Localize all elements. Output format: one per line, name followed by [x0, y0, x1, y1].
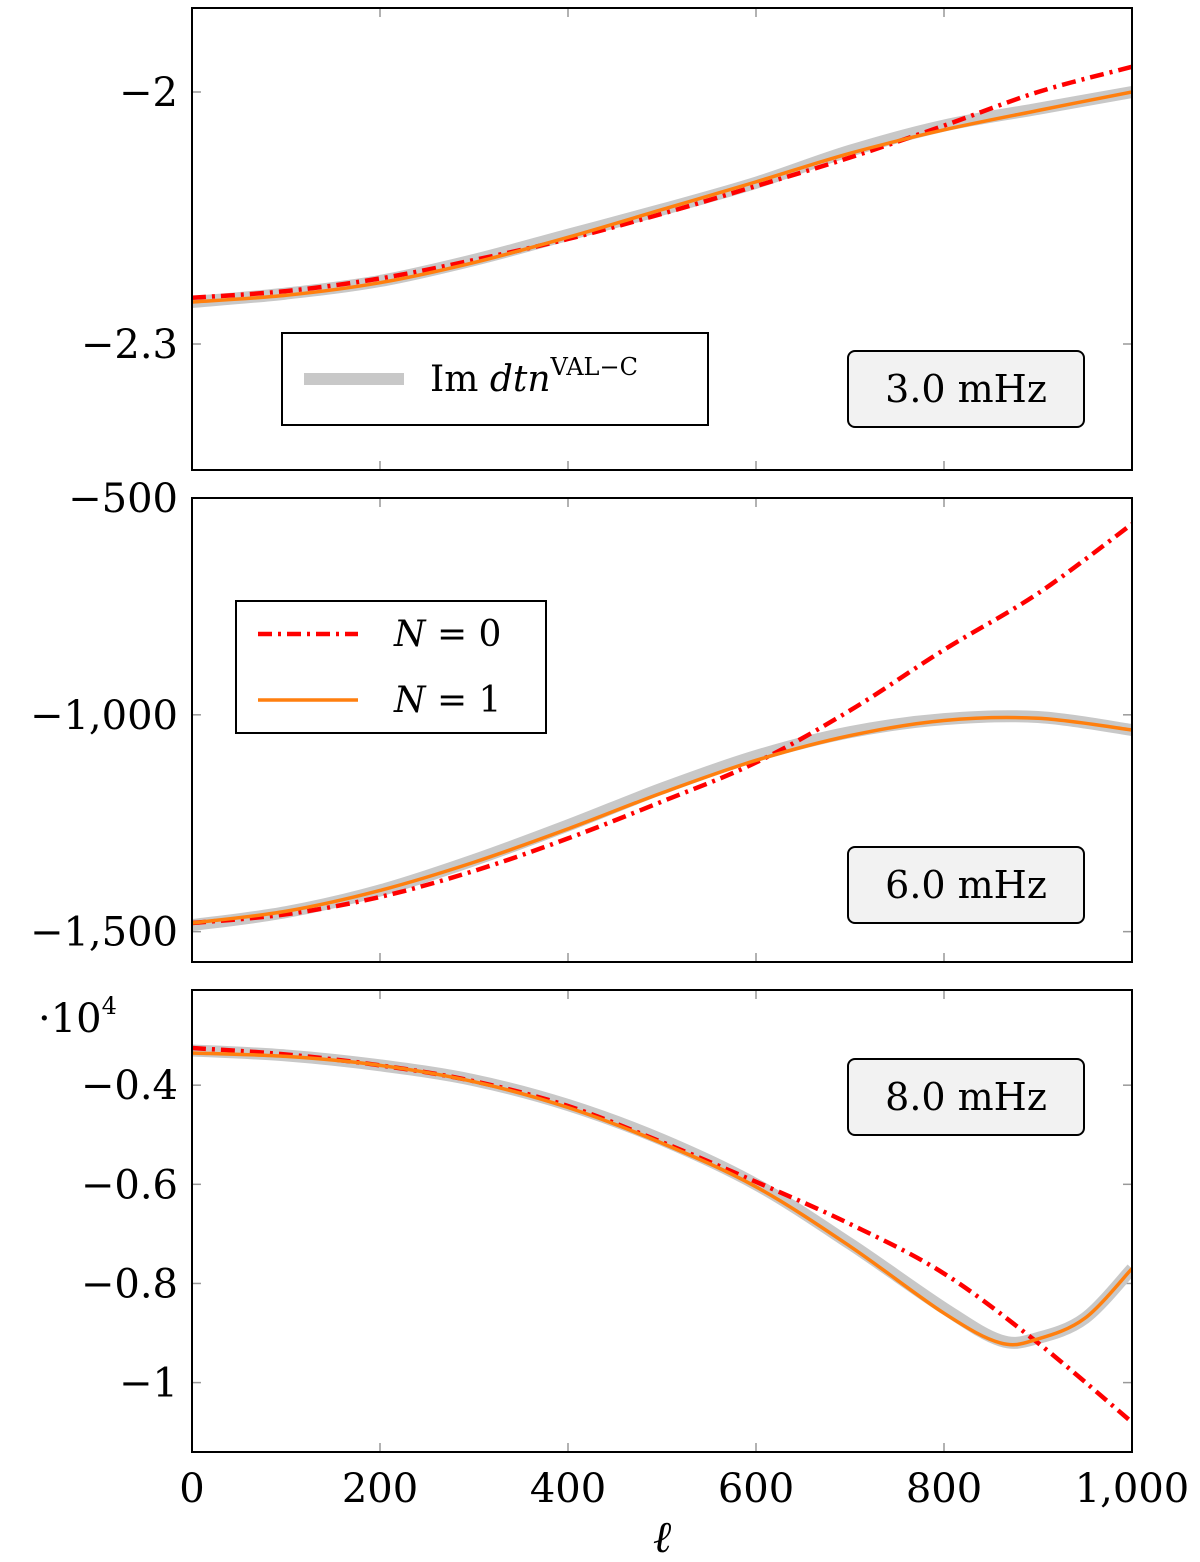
frequency-label: 6.0 mHz — [847, 846, 1085, 924]
series-line-n-1 — [192, 90, 1132, 304]
frequency-box — [847, 1058, 1085, 1136]
frequency-box — [847, 846, 1085, 924]
frequency-label: 8.0 mHz — [847, 1058, 1085, 1136]
y-tick-label: −1,000 — [30, 693, 178, 739]
panel-3: −1 −0.8 −0.6 −0.4 ·104 0 200 400 600 800 1,000 ℓ 8.0… — [38, 989, 1190, 1562]
legend-label: Im dtnVAL−C — [430, 353, 638, 400]
frequency-text: 6.0 mHz — [885, 863, 1047, 907]
frequency-text: 3.0 mHz — [885, 367, 1047, 411]
x-tick-label: 200 — [342, 1466, 418, 1512]
y-tick-label: −1,500 — [30, 910, 178, 956]
y-tick-label: −0.6 — [81, 1162, 178, 1208]
x-tick-label: 400 — [530, 1466, 606, 1512]
series-line-n-0 — [192, 522, 1132, 926]
series-line-n-1 — [192, 715, 1132, 925]
panel-1: −2.3 −2 Im dtnVAL−C 3.0 mHz — [81, 7, 1133, 471]
x-tick-label: 1,000 — [1075, 1466, 1190, 1512]
frequency-text: 8.0 mHz — [885, 1075, 1047, 1119]
legend: Im dtnVAL−C — [281, 332, 709, 426]
y-tick-label: −0.8 — [81, 1261, 178, 1307]
frequency-label: 3.0 mHz — [847, 350, 1085, 428]
x-tick-label: 800 — [906, 1466, 982, 1512]
series-line-n-1 — [192, 1051, 1132, 1347]
y-tick-label: −500 — [68, 476, 178, 522]
x-axis-title: ℓ — [653, 1512, 672, 1562]
legend-label: N = 0 — [393, 614, 501, 655]
plot-frame — [191, 989, 1133, 1453]
series-group — [192, 64, 1132, 308]
series-group — [192, 1044, 1132, 1424]
legend-label: N = 1 — [393, 680, 501, 721]
x-tick-label: 600 — [718, 1466, 794, 1512]
legend-box — [235, 600, 547, 734]
series-line-im-dtn-val-c — [192, 86, 1132, 308]
series-line-n-0 — [192, 64, 1132, 301]
x-tick-label: 0 — [179, 1466, 204, 1512]
plot-frame — [191, 7, 1133, 471]
y-tick-label: −2 — [119, 70, 178, 116]
series-group — [192, 522, 1132, 932]
frequency-box — [847, 350, 1085, 428]
panel-2: −1,500 −1,000 −500 N = 0 N = 1 6.0 mHz — [30, 476, 1133, 963]
y-tick-label: −0.4 — [81, 1063, 178, 1109]
legend: N = 0 N = 1 — [235, 600, 547, 734]
plot-frame — [191, 497, 1133, 963]
y-tick-label: −1 — [119, 1361, 178, 1407]
y-multiplier: ·104 — [38, 992, 117, 1042]
y-tick-label: −2.3 — [81, 322, 178, 368]
